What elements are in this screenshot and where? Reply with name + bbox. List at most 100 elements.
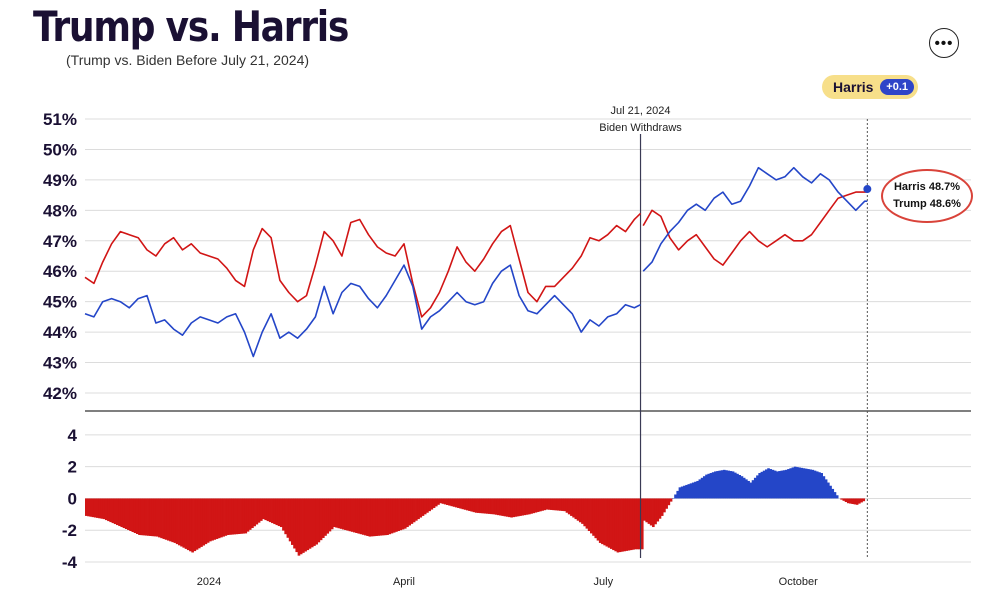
difference-bar [135,498,139,534]
y-tick-label: 50% [43,140,77,159]
difference-bar [248,498,252,530]
difference-bar [364,498,367,536]
difference-bar [499,498,502,516]
difference-bar [698,479,702,499]
difference-bar [322,498,325,538]
difference-bar [691,482,695,499]
difference-bar [116,498,119,526]
difference-bar [180,498,183,547]
difference-bar [753,477,757,499]
difference-bar [319,498,323,541]
difference-bar [846,498,850,504]
difference-bar [784,469,788,499]
difference-bar [344,498,347,531]
difference-bar [742,477,746,499]
difference-bar [457,498,460,508]
difference-bar [696,480,699,499]
difference-bar [350,498,354,532]
difference-bar [85,498,88,516]
difference-bar [516,498,520,517]
difference-bar [302,498,305,553]
difference-bar [275,498,279,526]
x-tick-label: October [779,576,818,588]
difference-bar [381,498,385,536]
difference-bar [166,498,170,541]
difference-bar [204,498,208,545]
difference-bar [288,498,292,542]
difference-bar [727,470,730,499]
difference-bar [461,498,465,510]
difference-bar [104,498,108,521]
difference-bar [694,481,697,499]
difference-bar [709,473,713,499]
difference-bar [702,476,706,499]
y-tick-label: 48% [43,201,77,220]
difference-bar [138,498,141,535]
difference-bar [244,498,248,534]
difference-bar [634,498,637,550]
trump-end-value: Trump 48.6% [893,198,961,210]
difference-bar [831,488,835,499]
difference-bar [800,467,804,499]
difference-bar [685,484,688,499]
difference-bar [211,498,214,541]
difference-bar [649,498,653,526]
difference-bar [430,498,434,510]
difference-bar [271,498,274,524]
difference-bar [822,476,826,499]
difference-bar [835,495,839,499]
difference-bar [598,498,602,543]
difference-bar [760,471,764,499]
difference-bar [459,498,462,509]
difference-bar [769,469,773,499]
difference-bar [658,498,662,519]
more-horizontal-icon: ••• [934,34,954,52]
difference-bar [547,498,551,510]
difference-bar [412,498,416,523]
difference-bar [714,471,717,499]
difference-bar [149,498,152,536]
difference-bar [392,498,396,533]
more-options-button[interactable]: ••• [929,28,959,58]
difference-bar [306,498,310,551]
difference-bar [235,498,239,535]
difference-bar [326,498,330,534]
difference-bar [439,498,443,504]
difference-bar [796,467,799,499]
difference-bar [733,472,737,499]
difference-bar [700,477,704,499]
difference-bar [762,470,766,499]
difference-bar [277,498,281,527]
difference-bar [91,498,95,518]
difference-bar [441,498,445,504]
difference-bar [485,498,489,514]
difference-bar [534,498,538,513]
y-tick-label: 45% [43,293,77,312]
difference-bar [804,468,808,499]
difference-bar [468,498,471,511]
difference-bar [399,498,403,531]
difference-bar [209,498,212,542]
difference-bar [545,498,549,510]
harris-end-value: Harris 48.7% [893,181,961,193]
difference-bar [530,498,533,514]
difference-bar [590,498,593,534]
difference-bar [860,498,863,503]
difference-bar [625,498,629,551]
difference-bar [512,498,516,518]
difference-bar [581,498,584,524]
difference-bar [264,498,268,521]
difference-bar [505,498,509,517]
difference-bar [299,498,303,555]
x-tick-label: July [594,576,614,588]
difference-bar [465,498,469,511]
difference-bar [317,498,321,543]
difference-bar [820,473,823,499]
difference-bar [840,498,843,500]
difference-bar [233,498,237,535]
difference-bar [778,471,781,499]
difference-bar [824,479,828,499]
difference-bar [310,498,314,548]
difference-bar [359,498,363,535]
difference-bar [98,498,101,519]
